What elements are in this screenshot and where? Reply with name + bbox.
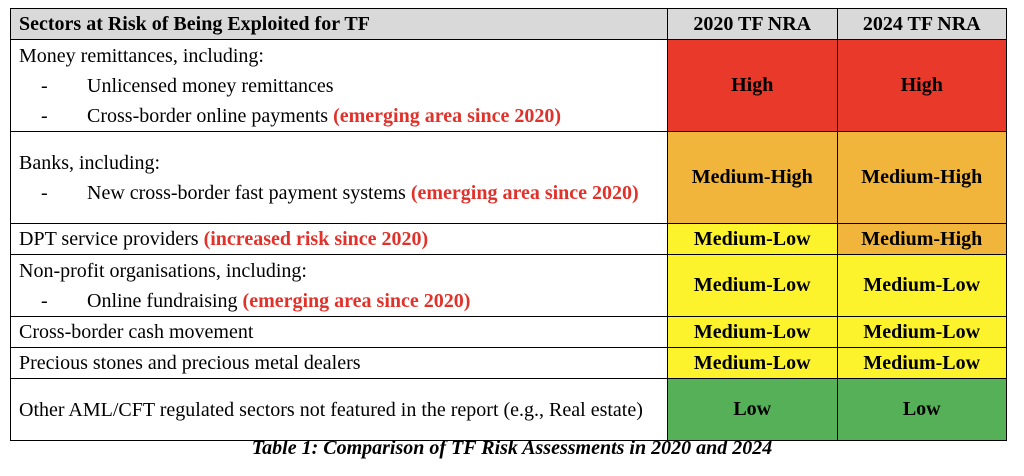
sector-lead-text: Precious stones and precious metal deale… [19,352,361,374]
sub-item: - Online fundraising (emerging area since… [19,286,659,316]
sector-name: Money remittances, including: [19,41,659,71]
sector-lead-text: DPT service providers [19,228,204,250]
header-sector: Sectors at Risk of Being Exploited for T… [10,8,668,40]
rating-2020: Medium-Low [667,223,838,255]
rating-2024: Low [836,378,1007,441]
sector-cell: Cross-border cash movement [10,316,668,348]
table-row: Other AML/CFT regulated sectors not feat… [10,378,1007,441]
rating-2020: Low [667,378,838,441]
rating-2024: Medium-Low [836,254,1007,317]
emerging-area-note: (emerging area since 2020) [242,289,471,312]
emerging-area-note: (emerging area since 2020) [333,104,561,127]
sector-name: Banks, including: [19,148,659,178]
dash-bullet: - [41,181,48,204]
rating-2024: Medium-High [836,223,1007,255]
table-header-row: Sectors at Risk of Being Exploited for T… [10,8,1007,40]
sector-lead-text: Cross-border cash movement [19,321,254,343]
rating-2024: Medium-High [836,131,1007,224]
sector-lead-text: Non-profit organisations, including: [19,259,307,282]
sector-cell: DPT service providers (increased risk si… [10,223,668,255]
sector-lead-text: Banks, including: [19,151,161,174]
sub-item: - Cross-border online payments (emerging … [19,101,659,131]
sector-cell: Non-profit organisations, including: - Onl… [10,254,668,317]
dash-bullet: - [41,74,48,97]
sub-item-text: Unlicensed money remittances [87,74,334,97]
sector-lead-text: Money remittances, including: [19,44,264,67]
sub-item-text: New cross-border fast payment systems [87,181,411,204]
table-row: Money remittances, including: - Unlicensed… [10,39,1007,132]
table-body: Money remittances, including: - Unlicensed… [10,39,1007,441]
table-row: Precious stones and precious metal deale… [10,347,1007,379]
sector-name: Precious stones and precious metal deale… [19,348,659,378]
rating-2020: Medium-High [667,131,838,224]
sector-name: Non-profit organisations, including: [19,256,659,286]
sector-cell: Other AML/CFT regulated sectors not feat… [10,378,668,441]
table-caption: Table 1: Comparison of TF Risk Assessmen… [251,437,773,459]
sector-name: Cross-border cash movement [19,317,659,347]
table-row: Banks, including: - New cross-border fast … [10,131,1007,224]
table-row: Cross-border cash movement Medium-Low Medi… [10,316,1007,348]
sub-item-text: Cross-border online payments [87,104,334,127]
rating-2024: Medium-Low [836,347,1007,379]
sector-name: DPT service providers (increased risk si… [19,224,659,254]
sector-risk-note: (increased risk since 2020) [203,228,429,250]
rating-2020: Medium-Low [667,254,838,317]
emerging-area-note: (emerging area since 2020) [410,181,639,204]
rating-2020: Medium-Low [667,347,838,379]
table-row: Non-profit organisations, including: - Onl… [10,254,1007,317]
sub-item: - Unlicensed money remittances [19,71,659,101]
risk-comparison-table: Sectors at Risk of Being Exploited for T… [10,8,1007,441]
sector-cell: Banks, including: - New cross-border fast … [10,131,668,224]
header-2024: 2024 TF NRA [836,8,1007,40]
rating-2020: High [667,39,838,132]
rating-2024: Medium-Low [836,316,1007,348]
sector-cell: Precious stones and precious metal deale… [10,347,668,379]
rating-2020: Medium-Low [667,316,838,348]
dash-bullet: - [41,104,48,127]
sector-lead-text: Other AML/CFT regulated sectors not feat… [19,398,643,421]
sector-cell: Money remittances, including: - Unlicensed… [10,39,668,132]
header-2020: 2020 TF NRA [667,8,838,40]
table-row: DPT service providers (increased risk si… [10,223,1007,255]
rating-2024: High [836,39,1007,132]
sub-item-text: Online fundraising [87,289,243,312]
sub-item: - New cross-border fast payment systems (… [19,178,659,208]
sector-name: Other AML/CFT regulated sectors not feat… [19,395,659,425]
dash-bullet: - [41,289,48,312]
